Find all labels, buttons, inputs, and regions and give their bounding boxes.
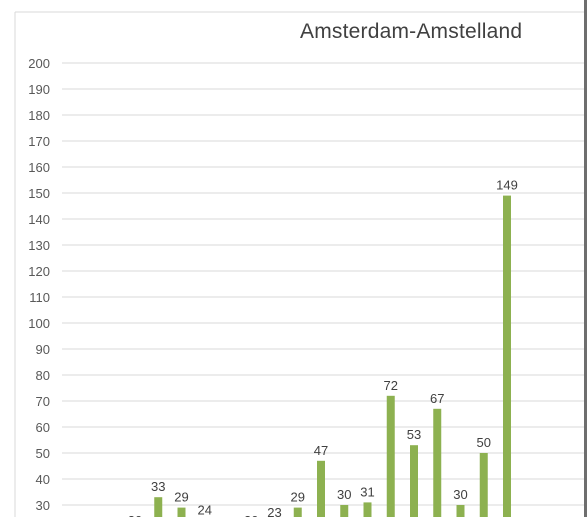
y-tick-label: 80	[36, 368, 50, 383]
right-edge-bar	[584, 0, 587, 517]
bar-value-label: 149	[496, 178, 518, 193]
y-tick-label: 70	[36, 394, 50, 409]
bar-value-label: 53	[407, 427, 421, 442]
bar	[317, 460, 325, 517]
bar	[293, 507, 302, 517]
y-tick-label: 200	[28, 56, 50, 71]
bar-value-label: 33	[151, 479, 165, 494]
y-tick-label: 180	[28, 108, 50, 123]
data-labels: 20332924182023294730317253673050149	[128, 178, 518, 517]
bar-value-label: 31	[360, 484, 374, 499]
bar-value-label: 72	[384, 378, 398, 393]
y-tick-label: 60	[36, 420, 50, 435]
y-tick-label: 30	[36, 498, 50, 513]
y-axis-tick-labels: 30 40 50 60 70 80 90 100 110 120 130 140 150 160 170 18…	[28, 56, 50, 513]
y-tick-label: 130	[28, 238, 50, 253]
y-tick-label: 170	[28, 134, 50, 149]
y-tick-label: 90	[36, 342, 50, 357]
bar	[154, 497, 163, 517]
y-tick-label: 50	[36, 446, 50, 461]
chart-title: Amsterdam-Amstelland	[300, 20, 523, 43]
bar	[479, 453, 488, 517]
bar	[456, 505, 465, 517]
y-tick-label: 110	[29, 290, 50, 305]
y-tick-label: 160	[28, 160, 50, 175]
bar	[503, 195, 511, 517]
bar-value-label: 23	[267, 505, 281, 517]
bar-value-label: 67	[430, 391, 444, 406]
bar-value-label: 30	[453, 487, 467, 502]
bar-value-label: 47	[314, 443, 328, 458]
bar	[177, 507, 186, 517]
y-tick-label: 140	[28, 212, 50, 227]
bar	[340, 505, 349, 517]
bar	[363, 502, 372, 517]
bar-value-label: 20	[128, 513, 142, 517]
bar	[386, 395, 395, 517]
bar-value-label: 29	[291, 490, 305, 505]
bar-value-label: 29	[174, 490, 188, 505]
y-tick-label: 40	[36, 472, 50, 487]
bar-value-label: 20	[244, 513, 258, 517]
bar	[410, 445, 418, 517]
y-tick-label: 100	[28, 316, 50, 331]
bar-value-label: 50	[477, 435, 491, 450]
y-tick-label: 150	[28, 186, 50, 201]
bars	[154, 195, 511, 517]
bar	[433, 408, 442, 517]
y-tick-label: 120	[28, 264, 50, 279]
bar-value-label: 24	[198, 503, 212, 517]
y-tick-label: 190	[28, 82, 50, 97]
bar-value-label: 30	[337, 487, 351, 502]
